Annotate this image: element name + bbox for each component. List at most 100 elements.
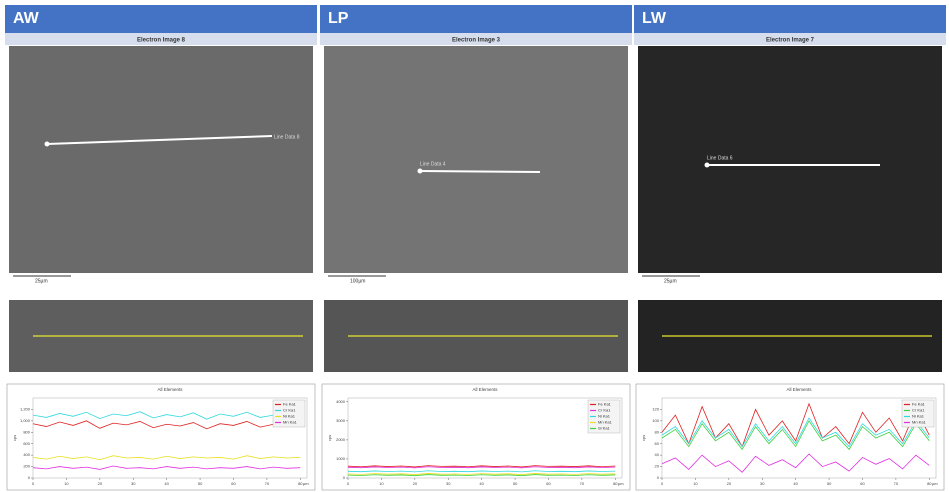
y-tick-label: 0 [657, 475, 660, 480]
series-line [347, 465, 616, 468]
y-tick-label: 20 [655, 464, 660, 469]
legend-label: Mn Ka1 [598, 420, 613, 425]
y-tick-label: 0 [28, 475, 31, 480]
y-tick-label: 40 [655, 452, 660, 457]
chart-frame [321, 383, 631, 491]
x-tick-label: 50 [827, 481, 832, 486]
line-label: Line Data 6 [707, 155, 733, 161]
sem-image [324, 46, 628, 273]
title-bar [634, 33, 946, 45]
y-tick-label: 80 [655, 429, 660, 434]
x-tick-label: 10 [379, 481, 384, 486]
legend-label: Mn Ka1 [912, 420, 927, 425]
y-axis-label: cps [12, 435, 17, 441]
series-line [661, 420, 930, 451]
scale-area [324, 273, 628, 286]
x-tick-label: 40 [479, 481, 484, 486]
chart-title: All Elements [472, 387, 498, 392]
y-tick-label: 3000 [336, 418, 346, 423]
series-line [661, 417, 930, 448]
y-axis-label: cps [327, 435, 332, 441]
scan-line [419, 170, 541, 173]
x-tick-label: 40 [164, 481, 169, 486]
x-tick-label: 20 [98, 481, 103, 486]
series-line [32, 465, 301, 470]
line-label: Line Data 4 [420, 161, 446, 167]
x-tick-label: 70 [894, 481, 899, 486]
legend-label: Fe Ka1 [283, 402, 297, 407]
legend-label: Cr Ka1 [912, 408, 925, 413]
legend-label: Ni Ka1 [598, 414, 611, 419]
x-tick-label: 60 [546, 481, 551, 486]
x-axis-label: µm [932, 481, 938, 486]
x-tick-label: 80 [613, 481, 618, 486]
sem-image [638, 46, 942, 273]
x-tick-label: 60 [231, 481, 236, 486]
title-bar [5, 33, 317, 45]
y-tick-label: 400 [23, 452, 30, 457]
y-tick-label: 1,200 [20, 406, 31, 411]
x-tick-label: 40 [793, 481, 798, 486]
legend-label: Fe Ka1 [912, 402, 926, 407]
scale-label: 25µm [35, 278, 48, 284]
series-line [347, 473, 616, 475]
series-line [32, 420, 301, 430]
x-tick-label: 30 [131, 481, 136, 486]
image-title: Electron Image 7 [766, 38, 815, 44]
panel-header: LP [328, 10, 349, 27]
legend-label: Mn Ka1 [283, 420, 298, 425]
sem-image [9, 46, 313, 273]
legend-label: Fe Ka1 [598, 402, 612, 407]
x-tick-label: 0 [32, 481, 35, 486]
series-line [347, 474, 616, 477]
x-tick-label: 30 [760, 481, 765, 486]
x-tick-label: 30 [446, 481, 451, 486]
scan-start [44, 141, 50, 147]
x-tick-label: 10 [693, 481, 698, 486]
panel-header: LW [642, 10, 667, 27]
image-title: Electron Image 8 [137, 38, 186, 44]
x-tick-label: 20 [727, 481, 732, 486]
x-tick-label: 70 [265, 481, 270, 486]
y-tick-label: 4000 [336, 399, 346, 404]
y-tick-label: 100 [652, 418, 659, 423]
x-tick-label: 50 [198, 481, 203, 486]
panel-header: AW [13, 10, 40, 27]
header-bar [634, 5, 946, 33]
series-line [32, 411, 301, 420]
y-tick-label: 800 [23, 429, 30, 434]
scale-label: 100µm [350, 278, 365, 284]
x-tick-label: 0 [347, 481, 350, 486]
y-axis-label: cps [641, 435, 646, 441]
series-line [32, 455, 301, 461]
x-tick-label: 80 [298, 481, 303, 486]
y-tick-label: 0 [343, 475, 346, 480]
y-tick-label: 60 [655, 441, 660, 446]
scale-area [9, 273, 313, 286]
scan-start [704, 162, 710, 168]
y-tick-label: 1,000 [20, 418, 31, 423]
y-tick-label: 600 [23, 441, 30, 446]
scan-start [417, 168, 423, 174]
scan-line [46, 135, 273, 145]
x-tick-label: 20 [413, 481, 418, 486]
x-tick-label: 70 [580, 481, 585, 486]
scale-area [638, 273, 942, 286]
x-tick-label: 80 [927, 481, 932, 486]
x-tick-label: 60 [860, 481, 865, 486]
x-axis-label: µm [618, 481, 624, 486]
plot-area [347, 397, 623, 479]
series-line [661, 402, 930, 448]
scale-label: 25µm [664, 278, 677, 284]
series-line [661, 453, 930, 473]
y-tick-label: 2000 [336, 437, 346, 442]
line-label: Line Data 8 [274, 134, 300, 140]
legend-label: Si Ka1 [598, 426, 611, 431]
x-axis-label: µm [303, 481, 309, 486]
plot-area [32, 397, 308, 479]
x-tick-label: 50 [513, 481, 518, 486]
y-tick-label: 200 [23, 464, 30, 469]
y-tick-label: 1000 [336, 456, 346, 461]
series-line [347, 466, 616, 469]
